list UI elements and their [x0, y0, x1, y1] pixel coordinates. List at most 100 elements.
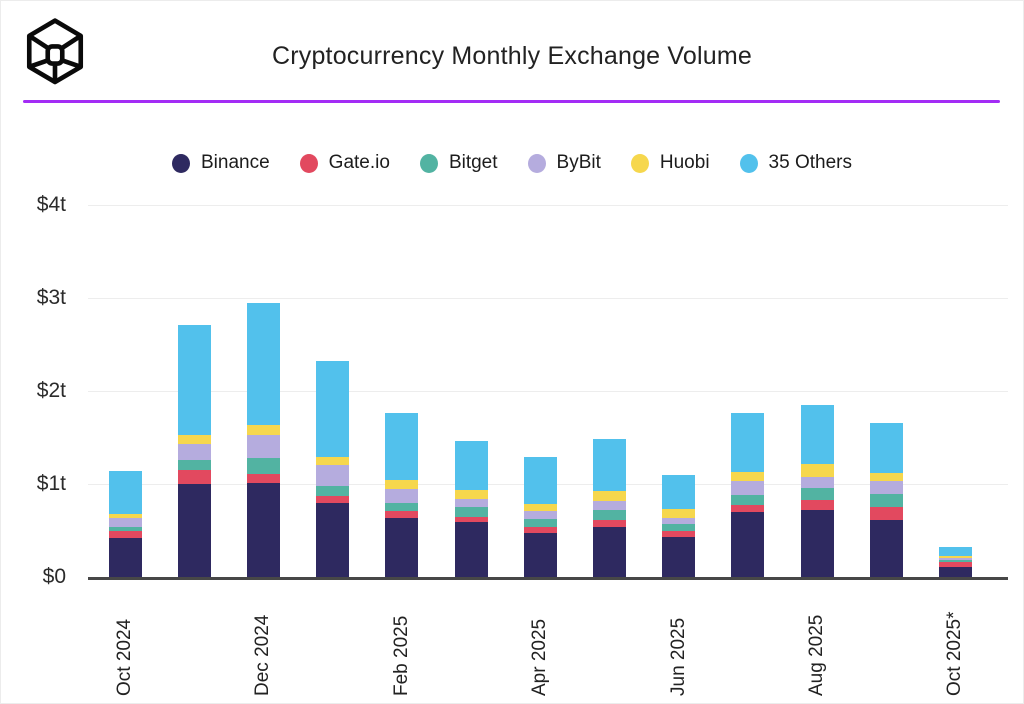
bar-segment-gate-io: [316, 496, 350, 503]
bar-segment-gate-io: [938, 562, 972, 567]
bar: [108, 470, 142, 577]
bar-segment-bitget: [731, 495, 765, 506]
bar-segment-35-others: [869, 422, 903, 473]
x-axis-tick-label: Aug 2025: [806, 614, 827, 696]
bar-segment-binance: [316, 502, 350, 577]
accent-divider: [23, 100, 1000, 103]
bar: [592, 439, 626, 577]
bar-segment-bitget: [246, 458, 280, 474]
page-title: Cryptocurrency Monthly Exchange Volume: [271, 42, 753, 70]
bar: [938, 547, 972, 577]
bar-segment-huobi: [385, 480, 419, 489]
bar-segment-bybit: [316, 465, 350, 486]
bar-segment-binance: [385, 517, 419, 577]
bar-segment-bybit: [938, 558, 972, 561]
bar-segment-bitget: [938, 560, 972, 563]
bar-segment-binance: [108, 537, 142, 577]
y-grid-line: [88, 205, 1008, 206]
y-axis-tick-label: $1t: [36, 472, 66, 495]
legend: Binance Gate.io Bitget ByBit Huobi 35 Others: [0, 148, 1024, 178]
bar-segment-gate-io: [662, 531, 696, 537]
bar: [454, 441, 488, 577]
bar-segment-35-others: [592, 439, 626, 491]
bar-segment-bybit: [385, 488, 419, 503]
bar: [385, 413, 419, 577]
bar-segment-35-others: [938, 547, 972, 556]
bar-segment-bitget: [869, 494, 903, 508]
bar-segment-bitget: [454, 507, 488, 518]
y-grid-line: [88, 391, 1008, 392]
bar-segment-35-others: [523, 457, 557, 504]
bar-segment-binance: [869, 520, 903, 577]
bar-segment-binance: [523, 533, 557, 577]
bar: [800, 404, 834, 577]
bar: [316, 361, 350, 577]
legend-label: Binance: [201, 152, 270, 173]
bar-segment-bitget: [662, 524, 696, 532]
bar-segment-bybit: [869, 481, 903, 495]
bar-segment-bitget: [108, 526, 142, 531]
legend-label: Huobi: [659, 152, 710, 173]
legend-swatch-icon: [419, 153, 438, 173]
bar-segment-binance: [592, 526, 626, 577]
x-axis-line: [88, 577, 1008, 580]
legend-item-binance: Binance: [172, 152, 270, 174]
bar-segment-huobi: [316, 457, 350, 466]
bar-segment-bitget: [177, 459, 211, 471]
bar: [869, 422, 903, 577]
bar-segment-huobi: [523, 503, 557, 512]
x-axis-tick-label: Jun 2025: [667, 617, 689, 696]
legend-label: 35 Others: [768, 152, 852, 173]
bar: [523, 457, 557, 577]
y-axis-tick-label: $2t: [36, 379, 66, 402]
legend-label: Gate.io: [328, 152, 390, 173]
bar-segment-binance: [731, 511, 765, 577]
bar: [177, 325, 211, 577]
bar-segment-huobi: [108, 513, 142, 519]
bar-segment-gate-io: [454, 517, 488, 523]
bar-segment-huobi: [731, 472, 765, 482]
bar-segment-huobi: [938, 555, 972, 559]
bar-segment-bybit: [731, 481, 765, 496]
bar-segment-35-others: [731, 413, 765, 473]
bar-segment-huobi: [246, 425, 280, 435]
bar-segment-35-others: [108, 470, 142, 514]
y-grid-line: [88, 298, 1008, 299]
bar-segment-binance: [662, 537, 696, 577]
legend-label: ByBit: [556, 152, 601, 173]
bar-segment-gate-io: [731, 505, 765, 512]
bar-segment-bybit: [523, 511, 557, 520]
bar-segment-binance: [177, 484, 211, 577]
bar-segment-35-others: [800, 404, 834, 465]
bar-segment-gate-io: [108, 530, 142, 538]
legend-swatch-icon: [739, 153, 758, 173]
bar-segment-gate-io: [869, 507, 903, 521]
bar-segment-35-others: [454, 441, 488, 490]
bar: [246, 302, 280, 577]
y-axis-tick-label: $0: [42, 565, 66, 588]
bar-segment-bitget: [592, 510, 626, 521]
legend-item-bitget: Bitget: [419, 152, 498, 174]
bar-segment-gate-io: [523, 526, 557, 534]
bar-segment-huobi: [177, 434, 211, 445]
bar-segment-gate-io: [177, 470, 211, 484]
bar-segment-binance: [246, 483, 280, 577]
y-axis-tick-label: $3t: [36, 286, 66, 309]
bar-segment-bybit: [592, 500, 626, 511]
legend-swatch-icon: [172, 153, 190, 173]
x-axis-tick-label: Dec 2024: [252, 614, 274, 696]
legend-item-bybit: ByBit: [527, 152, 601, 174]
bar-segment-35-others: [662, 474, 696, 510]
bar-segment-35-others: [316, 361, 350, 458]
bar-segment-huobi: [592, 490, 626, 501]
legend-swatch-icon: [299, 153, 318, 173]
bar-segment-binance: [454, 522, 488, 577]
bar-segment-binance: [800, 510, 834, 577]
bar-segment-huobi: [662, 509, 696, 518]
legend-swatch-icon: [527, 153, 546, 173]
bar-segment-huobi: [454, 489, 488, 499]
bar-segment-35-others: [177, 325, 211, 435]
bar-segment-bybit: [800, 476, 834, 488]
bar-segment-bybit: [662, 517, 696, 525]
legend-item-gate-io: Gate.io: [299, 152, 390, 174]
